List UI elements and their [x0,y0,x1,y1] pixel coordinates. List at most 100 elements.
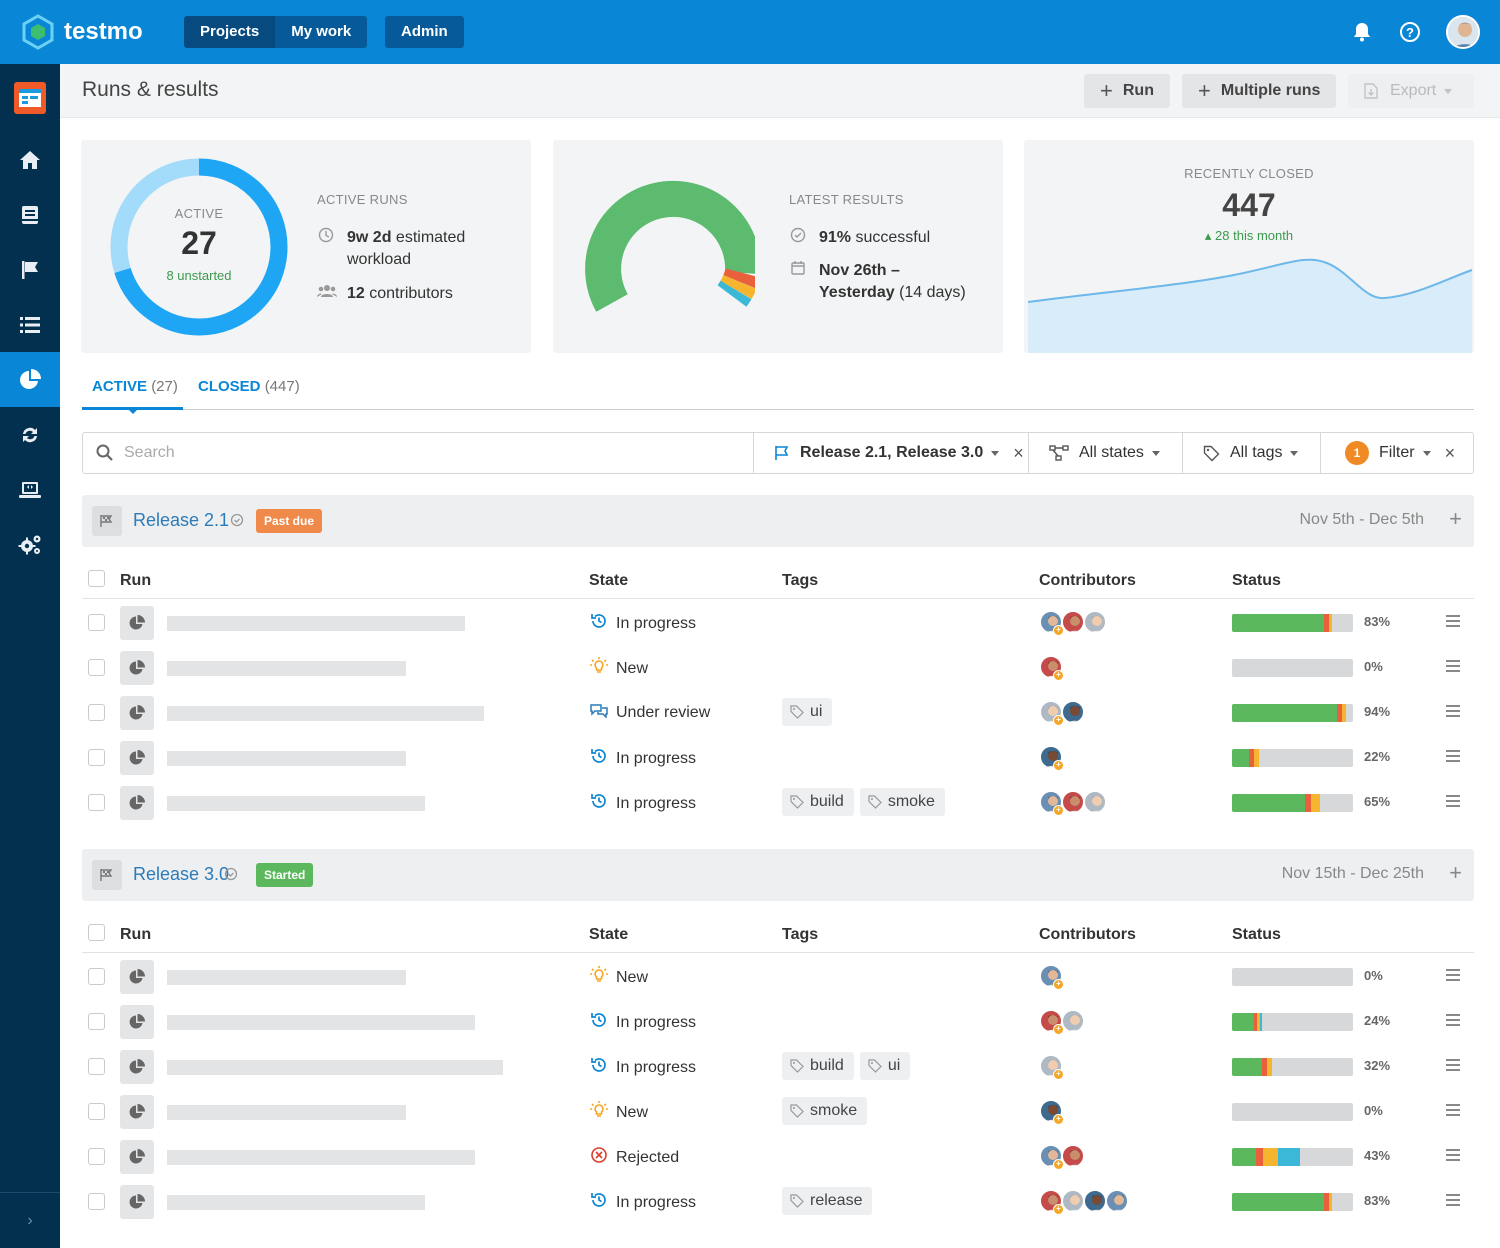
row-menu-icon[interactable] [1446,1146,1460,1164]
contributor-avatar[interactable]: + [1039,700,1064,726]
tag-chip[interactable]: build [782,788,854,816]
column-contributors[interactable]: Contributors [1039,572,1136,589]
contributor-avatar[interactable] [1061,1144,1085,1168]
table-row[interactable]: In progress release + 83% [82,1179,1474,1224]
row-checkbox[interactable] [88,1058,105,1075]
contributor-avatar[interactable]: + [1039,1099,1064,1125]
row-checkbox[interactable] [88,659,105,676]
bell-icon[interactable] [1350,20,1374,44]
row-menu-icon[interactable] [1446,966,1460,984]
table-row[interactable]: In progress + 22% [82,735,1474,780]
row-checkbox[interactable] [88,1013,105,1030]
add-run-button[interactable]: + Run [1084,74,1170,108]
contributor-avatar[interactable] [1061,790,1085,814]
table-row[interactable]: In progress + 24% [82,999,1474,1044]
contributor-avatar[interactable]: + [1039,1009,1064,1035]
row-menu-icon[interactable] [1446,1056,1460,1074]
row-checkbox[interactable] [88,614,105,631]
sidebar-item-project[interactable] [0,64,60,132]
table-row[interactable]: New smoke + 0% [82,1089,1474,1134]
table-row[interactable]: New + 0% [82,645,1474,690]
row-menu-icon[interactable] [1446,612,1460,630]
custom-filter[interactable]: 1 Filter × [1320,433,1473,473]
contributor-avatar[interactable] [1061,700,1085,724]
sidebar-item-automation[interactable] [0,407,60,462]
run-name-placeholder[interactable] [167,1150,475,1165]
run-name-placeholder[interactable] [167,1015,475,1030]
help-icon[interactable]: ? [1398,20,1422,44]
contributor-avatar[interactable]: + [1039,1189,1064,1215]
app-logo[interactable]: testmo [20,14,143,50]
sidebar-item-sessions[interactable] [0,462,60,517]
user-avatar[interactable] [1446,15,1480,49]
tag-chip[interactable]: build [782,1052,854,1080]
export-button[interactable]: Export [1348,74,1474,108]
column-state[interactable]: State [589,572,629,589]
sidebar-item-list[interactable] [0,297,60,352]
clear-filter-icon[interactable]: × [1444,442,1456,463]
tag-filter[interactable]: All tags [1182,433,1320,473]
sidebar-item-repository[interactable] [0,187,60,242]
row-menu-icon[interactable] [1446,792,1460,810]
nav-my-work[interactable]: My work [275,16,368,48]
search-input[interactable] [83,433,753,473]
milestone-filter[interactable]: Release 2.1, Release 3.0 × [753,433,1028,473]
table-row[interactable]: New + 0% [82,954,1474,999]
run-name-placeholder[interactable] [167,1195,425,1210]
tag-chip[interactable]: smoke [782,1097,868,1125]
contributor-avatar[interactable] [1083,610,1107,634]
tag-chip[interactable]: smoke [859,788,945,816]
add-run-to-milestone-icon[interactable]: + [1449,506,1462,531]
contributor-avatar[interactable] [1083,790,1107,814]
row-checkbox[interactable] [88,704,105,721]
sidebar-item-runs[interactable] [0,352,60,407]
select-all-checkbox[interactable] [88,570,105,587]
state-filter[interactable]: All states [1028,433,1182,473]
row-checkbox[interactable] [88,1193,105,1210]
clear-milestone-filter-icon[interactable]: × [1013,442,1024,463]
run-name-placeholder[interactable] [167,970,406,985]
row-menu-icon[interactable] [1446,1101,1460,1119]
contributor-avatar[interactable] [1061,1009,1085,1033]
sidebar-expand-button[interactable]: › [0,1192,60,1248]
tab-active[interactable]: ACTIVE (27) [92,378,178,395]
tag-chip[interactable]: ui [859,1052,911,1080]
column-tags[interactable]: Tags [782,926,819,943]
tag-chip[interactable]: ui [782,698,833,726]
row-checkbox[interactable] [88,1148,105,1165]
contributor-avatar[interactable] [1083,1189,1107,1213]
sidebar-item-milestones[interactable] [0,242,60,297]
row-checkbox[interactable] [88,968,105,985]
contributor-avatar[interactable]: + [1039,790,1064,816]
run-name-placeholder[interactable] [167,1105,406,1120]
nav-admin[interactable]: Admin [385,16,464,48]
row-checkbox[interactable] [88,794,105,811]
column-run[interactable]: Run [120,572,152,589]
row-checkbox[interactable] [88,749,105,766]
sidebar-item-home[interactable] [0,132,60,187]
table-row[interactable]: In progress build smoke + 65% [82,780,1474,825]
row-menu-icon[interactable] [1446,702,1460,720]
milestone-name[interactable]: Release 3.0 [133,864,230,884]
nav-projects[interactable]: Projects [184,16,276,48]
contributor-avatar[interactable] [1105,1189,1129,1213]
column-contributors[interactable]: Contributors [1039,926,1136,943]
column-status[interactable]: Status [1232,926,1281,943]
contributor-avatar[interactable] [1061,610,1085,634]
contributor-avatar[interactable]: + [1039,655,1064,681]
run-name-placeholder[interactable] [167,616,465,631]
row-menu-icon[interactable] [1446,1011,1460,1029]
milestone-name[interactable]: Release 2.1 [133,510,230,530]
contributor-avatar[interactable]: + [1039,1054,1064,1080]
add-multiple-runs-button[interactable]: + Multiple runs [1182,74,1337,108]
run-name-placeholder[interactable] [167,661,406,676]
row-menu-icon[interactable] [1446,747,1460,765]
contributor-avatar[interactable]: + [1039,745,1064,771]
column-status[interactable]: Status [1232,572,1281,589]
column-run[interactable]: Run [120,926,152,943]
sidebar-item-settings[interactable] [0,517,60,572]
run-name-placeholder[interactable] [167,751,406,766]
table-row[interactable]: In progress build ui + 32% [82,1044,1474,1089]
column-state[interactable]: State [589,926,629,943]
select-all-checkbox[interactable] [88,924,105,941]
